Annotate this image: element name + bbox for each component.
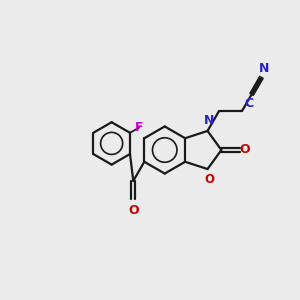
Text: O: O <box>204 173 214 187</box>
Text: O: O <box>240 143 250 157</box>
Text: O: O <box>128 205 139 218</box>
Text: C: C <box>245 97 254 110</box>
Text: N: N <box>259 61 269 75</box>
Text: F: F <box>135 121 143 134</box>
Text: N: N <box>204 114 214 128</box>
